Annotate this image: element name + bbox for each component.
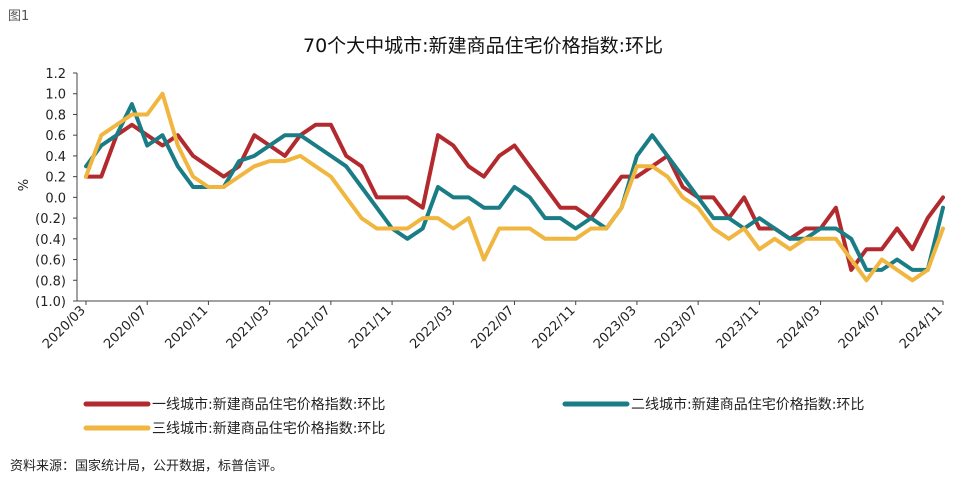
y-tick-label: (0.8) bbox=[35, 274, 66, 289]
series-line-3 bbox=[84, 91, 945, 283]
x-tick-label: 2023/07 bbox=[652, 303, 701, 352]
x-tick-label: 2023/11 bbox=[713, 303, 762, 352]
axes-group bbox=[76, 73, 943, 302]
y-tick-label: 1.0 bbox=[45, 88, 66, 103]
chart-title: 70个大中城市:新建商品住宅价格指数:环比 bbox=[303, 35, 663, 57]
y-tick-label: 0.0 bbox=[45, 191, 66, 206]
y-tick-label: (1.0) bbox=[35, 295, 66, 310]
x-tick-label: 2022/03 bbox=[407, 303, 456, 352]
series-group bbox=[84, 91, 945, 283]
x-ticks: 2020/03 2020/07 2020/11 2021/03 2021/07 2021/… bbox=[40, 301, 946, 352]
y-tick-label: (0.2) bbox=[35, 212, 66, 227]
x-tick-label: 2023/03 bbox=[591, 303, 640, 352]
x-tick-label: 2020/07 bbox=[101, 303, 150, 352]
figure-label: 图1 bbox=[8, 9, 29, 24]
x-tick-label: 2020/03 bbox=[40, 303, 89, 352]
legend-label-1: 一线城市:新建商品住宅价格指数:环比 bbox=[152, 396, 385, 413]
y-tick-label: 0.8 bbox=[45, 108, 66, 123]
x-tick-label: 2024/07 bbox=[836, 303, 885, 352]
legend-label-2: 二线城市:新建商品住宅价格指数:环比 bbox=[631, 396, 864, 413]
y-tick-label: 0.2 bbox=[45, 171, 66, 186]
y-tick-label: 1.2 bbox=[45, 67, 66, 82]
y-ticks: 1.2 1.0 0.8 0.6 0.4 0.2 0.0 (0.2) (0.4) (0.6) (0.8… bbox=[35, 67, 77, 310]
y-tick-label: (0.6) bbox=[35, 254, 66, 269]
legend: 一线城市:新建商品住宅价格指数:环比 二线城市:新建商品住宅价格指数:环比三线城市… bbox=[83, 396, 864, 437]
y-tick-label: (0.4) bbox=[35, 233, 66, 248]
x-tick-label: 2020/11 bbox=[162, 303, 211, 352]
x-tick-label: 2021/11 bbox=[346, 303, 395, 352]
series-line-1 bbox=[84, 122, 945, 272]
x-tick-label: 2021/03 bbox=[224, 303, 273, 352]
source-note: 资料来源：国家统计局，公开数据，标普信评。 bbox=[10, 458, 283, 474]
series-line-2 bbox=[84, 102, 945, 272]
y-tick-label: 0.4 bbox=[45, 150, 66, 165]
x-tick-label: 2021/07 bbox=[285, 303, 334, 352]
y-tick-label: 0.6 bbox=[45, 129, 66, 144]
x-tick-label: 2022/07 bbox=[469, 303, 518, 352]
x-tick-label: 2024/11 bbox=[897, 303, 946, 352]
y-axis-label: % bbox=[17, 179, 32, 191]
x-tick-label: 2024/03 bbox=[775, 303, 824, 352]
x-tick-label: 2022/11 bbox=[530, 303, 579, 352]
legend-label-3: 三线城市:新建商品住宅价格指数:环比 bbox=[152, 420, 385, 437]
